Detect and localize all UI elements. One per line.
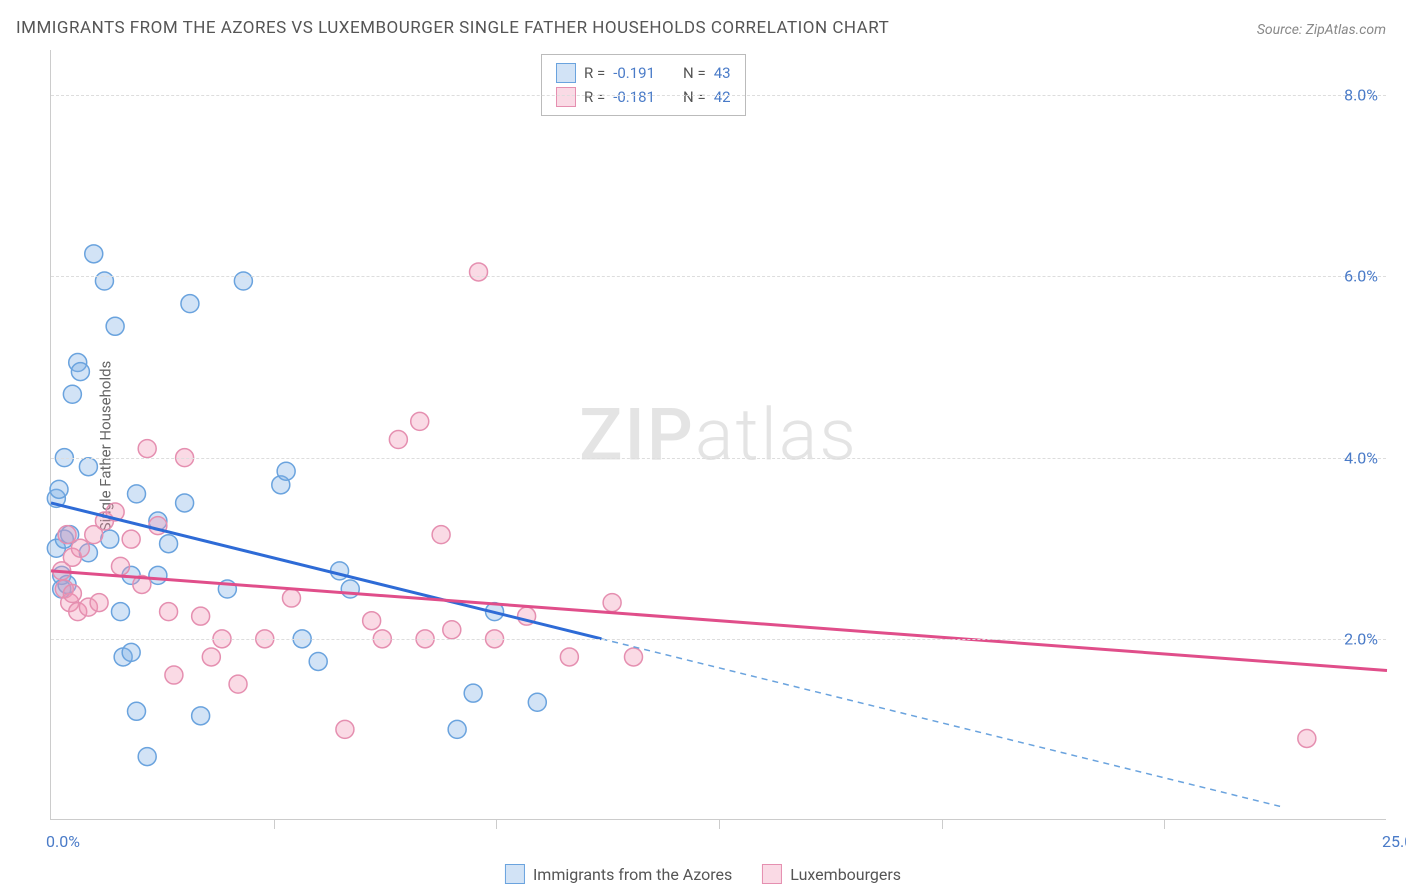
scatter-point (432, 526, 450, 544)
legend-r-value: -0.181 (613, 85, 655, 109)
scatter-point (63, 385, 81, 403)
scatter-point (79, 458, 97, 476)
scatter-point (464, 684, 482, 702)
scatter-point (101, 530, 119, 548)
scatter-point (95, 272, 113, 290)
x-tick-mark (719, 819, 720, 829)
scatter-point (160, 535, 178, 553)
legend-n-value: 43 (714, 61, 731, 85)
scatter-point (176, 494, 194, 512)
grid-line (51, 276, 1386, 277)
scatter-point (106, 317, 124, 335)
scatter-point (111, 557, 129, 575)
legend-n-label: N = (683, 85, 706, 109)
scatter-point (58, 526, 76, 544)
scatter-point (111, 603, 129, 621)
scatter-point (149, 566, 167, 584)
scatter-point (363, 612, 381, 630)
scatter-point (192, 607, 210, 625)
legend-r-label: R = (584, 85, 605, 109)
legend-swatch (762, 864, 782, 884)
x-tick-mark (1164, 819, 1165, 829)
trend-line (51, 571, 1387, 671)
scatter-point (443, 621, 461, 639)
scatter-point (448, 720, 466, 738)
scatter-point (229, 675, 247, 693)
series-legend-item: Immigrants from the Azores (505, 864, 732, 884)
legend-swatch (556, 87, 576, 107)
legend-r-label: R = (584, 61, 605, 85)
scatter-point (138, 748, 156, 766)
grid-line (51, 95, 1386, 96)
scatter-point (603, 594, 621, 612)
scatter-point (128, 702, 146, 720)
scatter-point (63, 585, 81, 603)
scatter-point (202, 648, 220, 666)
scatter-point (411, 412, 429, 430)
legend-n-label: N = (683, 61, 706, 85)
scatter-point (85, 245, 103, 263)
scatter-point (138, 440, 156, 458)
scatter-point (336, 720, 354, 738)
scatter-point (560, 648, 578, 666)
scatter-point (71, 363, 89, 381)
scatter-point (160, 603, 178, 621)
legend-n-value: 42 (714, 85, 731, 109)
chart-svg (51, 50, 1386, 819)
grid-line (51, 639, 1386, 640)
y-tick-label: 8.0% (1344, 86, 1378, 105)
scatter-point (192, 707, 210, 725)
scatter-point (122, 530, 140, 548)
chart-title: IMMIGRANTS FROM THE AZORES VS LUXEMBOURG… (16, 18, 889, 38)
scatter-point (71, 539, 89, 557)
series-legend: Immigrants from the Azores Luxembourgers (505, 864, 901, 884)
y-tick-label: 6.0% (1344, 267, 1378, 286)
legend-row: R = -0.181 N = 42 (556, 85, 731, 109)
scatter-point (90, 594, 108, 612)
scatter-point (1298, 729, 1316, 747)
scatter-point (277, 462, 295, 480)
scatter-point (128, 485, 146, 503)
scatter-point (282, 589, 300, 607)
x-tick-mark (274, 819, 275, 829)
legend-swatch (556, 63, 576, 83)
scatter-point (50, 480, 68, 498)
trend-line-extrapolated (601, 639, 1280, 807)
series-legend-label: Luxembourgers (790, 865, 901, 884)
plot-area: ZIPatlas R = -0.191N = 43R = -0.181N = 4… (50, 50, 1386, 820)
x-tick-mark (942, 819, 943, 829)
legend-swatch (505, 864, 525, 884)
series-legend-label: Immigrants from the Azores (533, 865, 732, 884)
legend-row: R = -0.191 N = 43 (556, 61, 731, 85)
x-tick-label: 0.0% (46, 832, 80, 851)
grid-line (51, 458, 1386, 459)
scatter-point (181, 295, 199, 313)
legend-r-value: -0.191 (613, 61, 655, 85)
series-legend-item: Luxembourgers (762, 864, 901, 884)
scatter-point (341, 580, 359, 598)
scatter-point (309, 652, 327, 670)
scatter-point (122, 643, 140, 661)
scatter-point (234, 272, 252, 290)
scatter-point (528, 693, 546, 711)
source-label: Source: ZipAtlas.com (1257, 22, 1386, 38)
y-tick-label: 2.0% (1344, 629, 1378, 648)
scatter-point (389, 431, 407, 449)
x-tick-label: 25.0% (1382, 832, 1406, 851)
y-tick-label: 4.0% (1344, 448, 1378, 467)
x-tick-mark (496, 819, 497, 829)
scatter-point (624, 648, 642, 666)
scatter-point (470, 263, 488, 281)
scatter-point (165, 666, 183, 684)
correlation-legend: R = -0.191 N = 43 R = -0.181 N = 42 (541, 54, 746, 116)
